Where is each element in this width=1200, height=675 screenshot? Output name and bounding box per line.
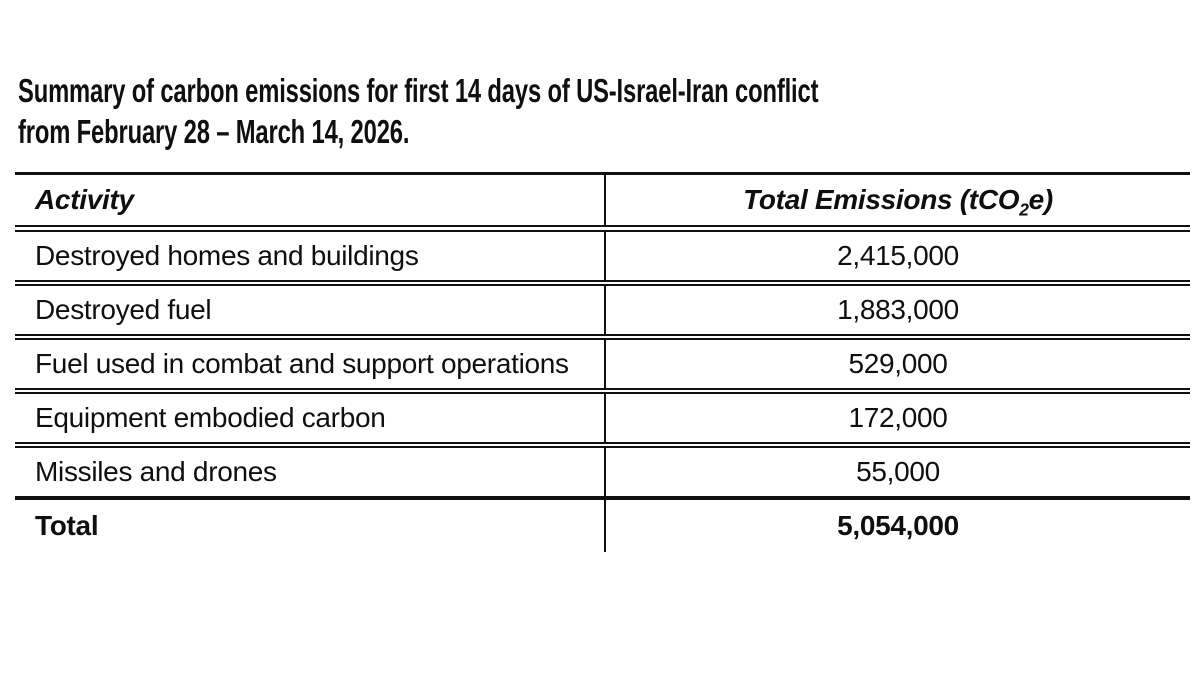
emissions-header-suffix: e): [1028, 184, 1054, 215]
activity-cell: Missiles and drones: [15, 445, 606, 498]
emissions-column-header: Total Emissions (tCO2e): [605, 174, 1190, 229]
activity-cell: Fuel used in combat and support operatio…: [15, 337, 606, 391]
table-header-row: Activity Total Emissions (tCO2e): [15, 173, 1190, 229]
total-emissions-cell: 5,054,000: [837, 510, 959, 541]
activity-column-header: Activity: [15, 173, 606, 229]
emissions-cell: 55,000: [856, 456, 940, 487]
emissions-header-prefix: Total Emissions (tCO: [743, 184, 1020, 215]
table-row-missiles-drones: Missiles and drones 55,000: [15, 445, 1190, 498]
table-total-row: Total 5,054,000: [15, 498, 1190, 552]
caption-line-1: Summary of carbon emissions for first 14…: [18, 72, 819, 109]
table-row-equipment-carbon: Equipment embodied carbon 172,000: [15, 391, 1190, 445]
emissions-cell: 172,000: [848, 402, 948, 433]
activity-cell: Equipment embodied carbon: [15, 391, 606, 445]
table-row-destroyed-fuel: Destroyed fuel 1,883,000: [15, 283, 1190, 337]
table-row-fuel-operations: Fuel used in combat and support operatio…: [15, 337, 1190, 391]
emissions-cell: 529,000: [848, 348, 948, 379]
total-label-cell: Total: [15, 498, 606, 552]
emissions-header-subscript: 2: [1019, 199, 1029, 220]
table-row-destroyed-homes: Destroyed homes and buildings 2,415,000: [15, 228, 1190, 283]
caption-line-2: from February 28 – March 14, 2026.: [18, 113, 410, 150]
table-caption: Summary of carbon emissions for first 14…: [18, 70, 818, 152]
activity-cell: Destroyed fuel: [15, 283, 606, 337]
emissions-table-container: Activity Total Emissions (tCO2e) Destroy…: [15, 172, 1190, 552]
emissions-cell: 1,883,000: [837, 294, 959, 325]
emissions-table: Activity Total Emissions (tCO2e) Destroy…: [15, 172, 1190, 552]
emissions-cell: 2,415,000: [837, 240, 959, 271]
activity-cell: Destroyed homes and buildings: [15, 228, 606, 283]
